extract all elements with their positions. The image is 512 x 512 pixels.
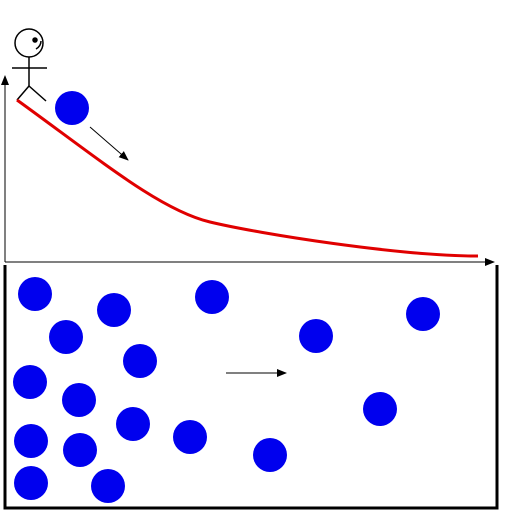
ball: [299, 319, 333, 353]
slope-curve: [16, 98, 479, 258]
ball: [91, 469, 125, 503]
ball: [97, 293, 131, 327]
ball: [123, 344, 157, 378]
ball: [173, 420, 207, 454]
ball: [195, 280, 229, 314]
ball: [63, 433, 97, 467]
ball: [49, 320, 83, 354]
container: [3, 265, 499, 510]
motion-arrow: [89, 126, 129, 161]
ball: [14, 466, 48, 500]
ball: [18, 277, 52, 311]
ball: [253, 438, 287, 472]
ball: [406, 297, 440, 331]
balls: [13, 277, 440, 503]
ball: [13, 365, 47, 399]
ball: [363, 392, 397, 426]
axes: [0, 75, 495, 266]
ball: [14, 424, 48, 458]
ball: [62, 383, 96, 417]
ball: [116, 407, 150, 441]
ball: [55, 91, 89, 125]
stick-figure: [12, 28, 47, 102]
